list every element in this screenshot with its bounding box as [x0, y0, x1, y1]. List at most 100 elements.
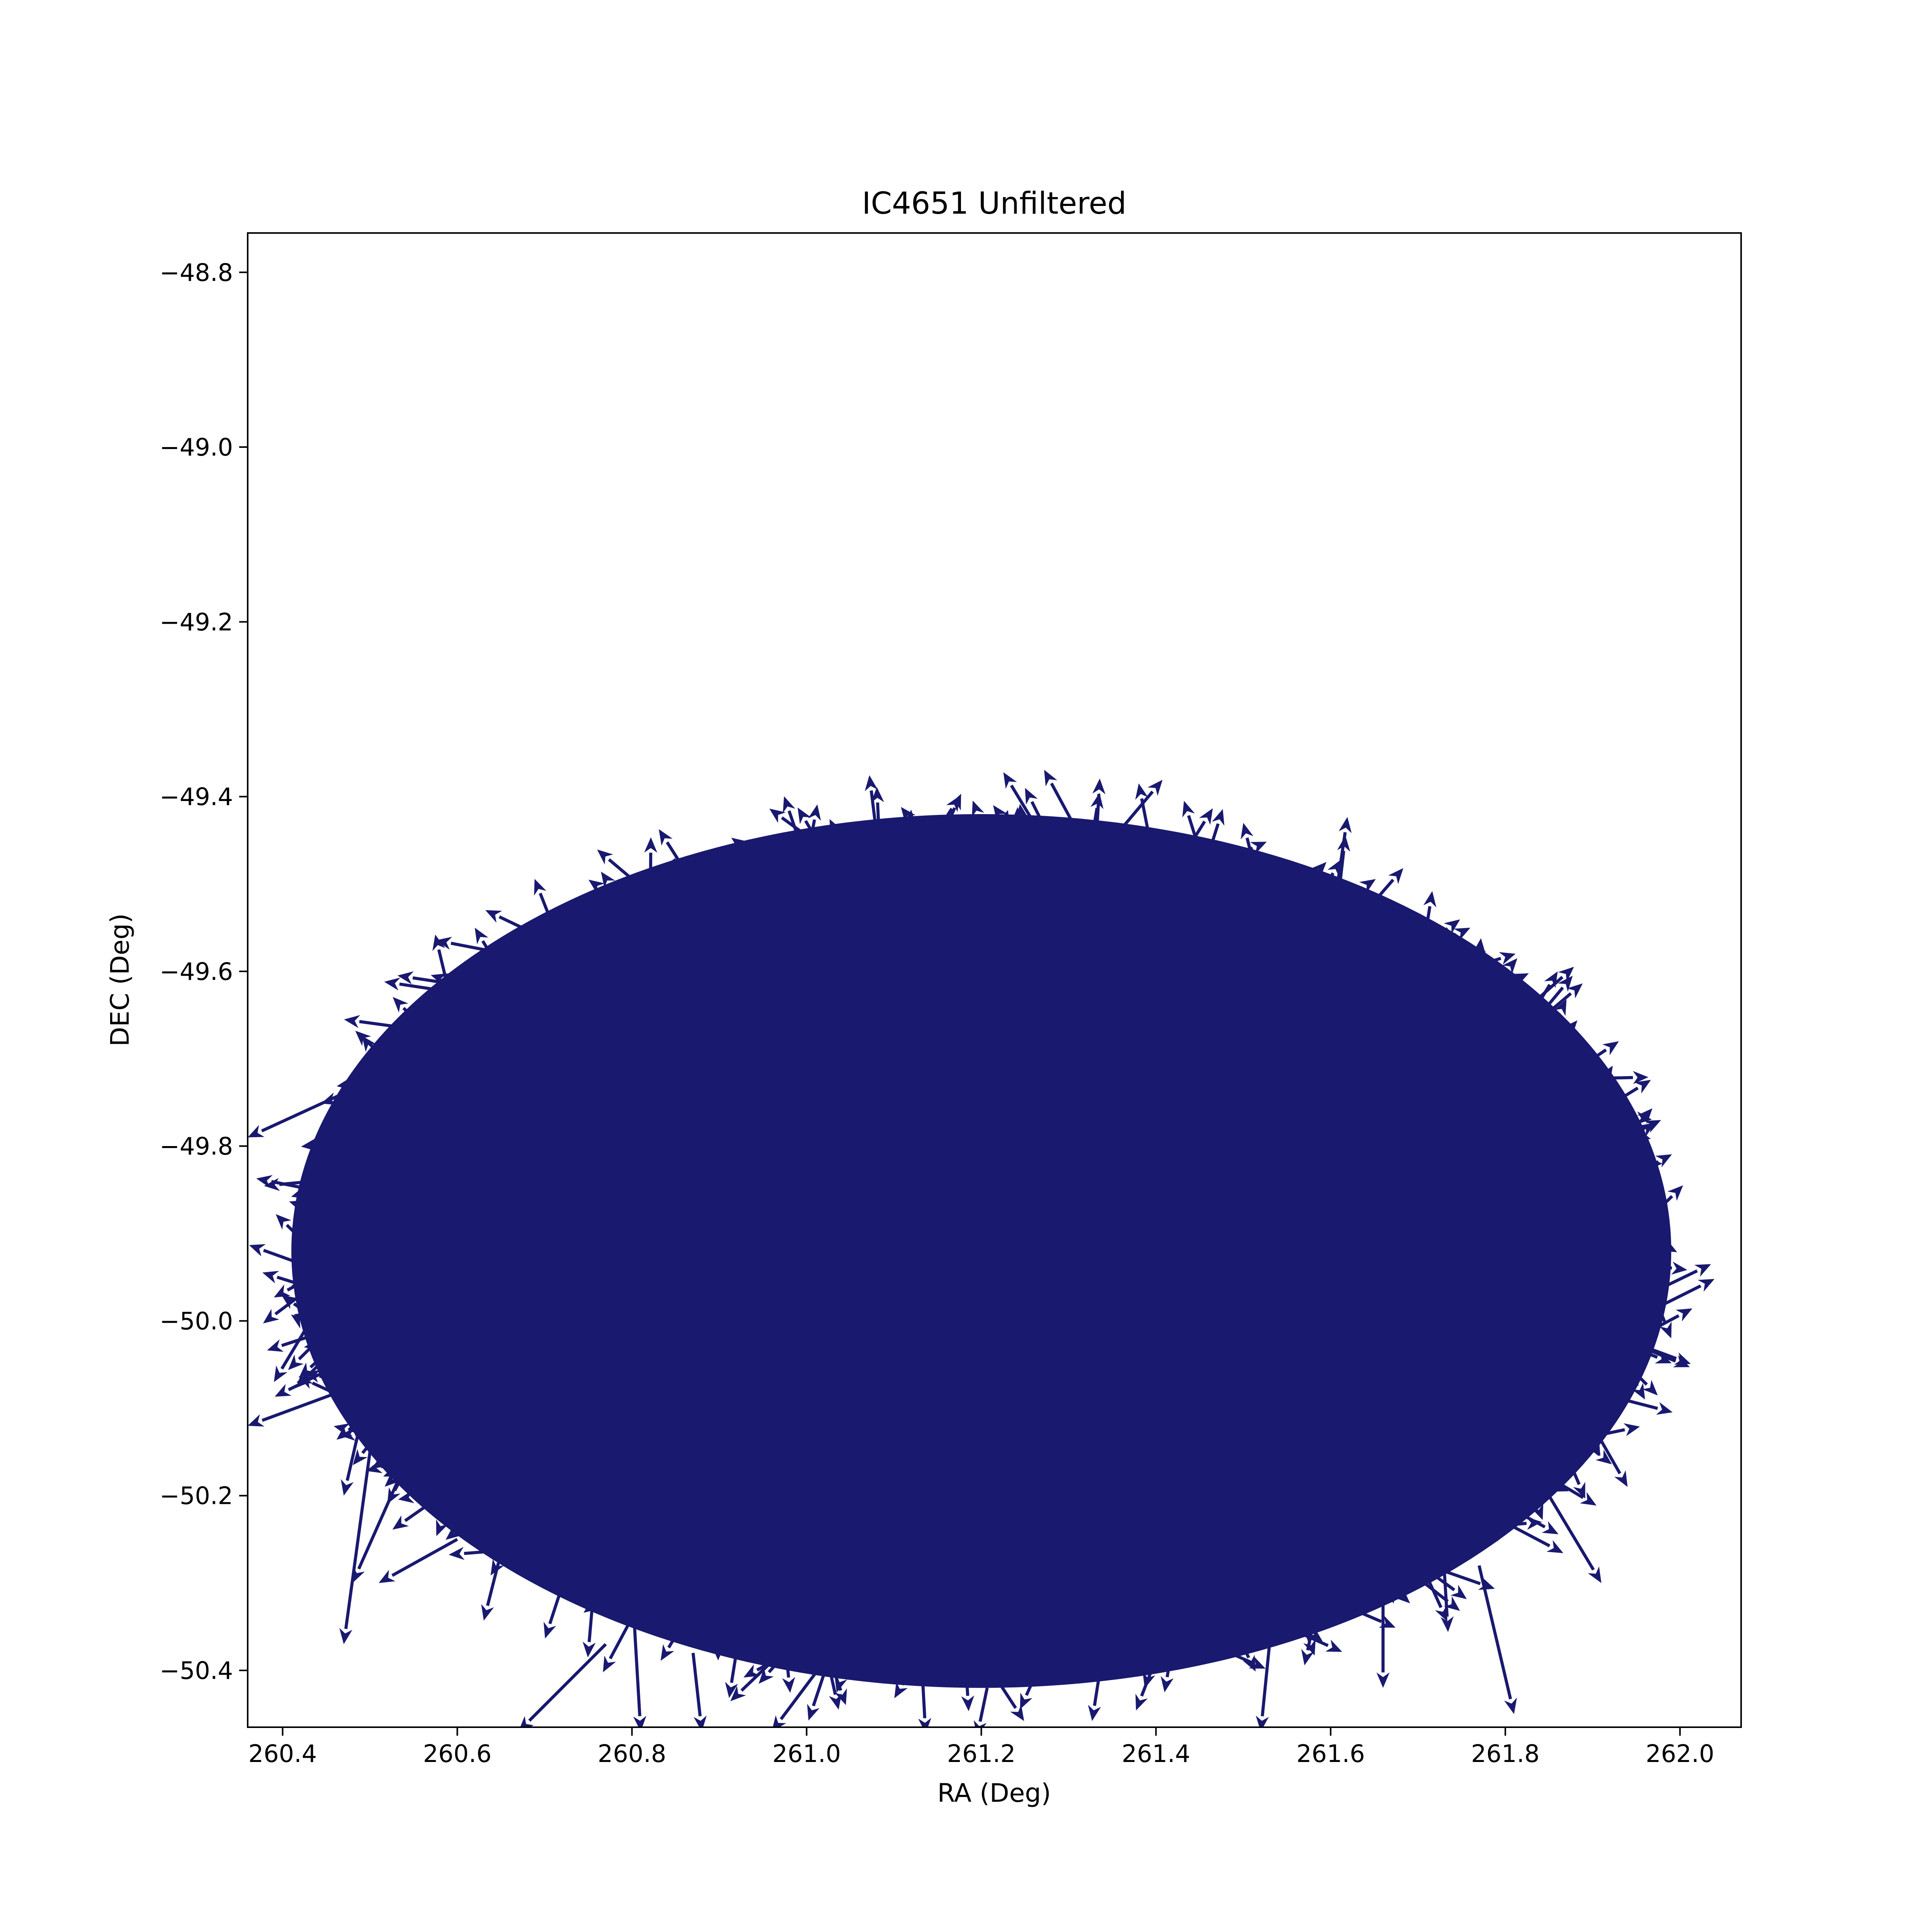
arrow-head: [1580, 1492, 1597, 1506]
arrow-shaft: [355, 1430, 392, 1436]
fringe-arrow: [582, 1610, 596, 1658]
arrow-head: [730, 1685, 746, 1701]
arrow-head: [1625, 1134, 1642, 1147]
arrow-head: [1212, 809, 1225, 826]
arrow-head: [1193, 1645, 1209, 1661]
fringe-arrow: [918, 1685, 932, 1727]
arrow-shaft: [932, 808, 953, 838]
fringe-arrow: [972, 800, 985, 825]
arrow-shaft: [1661, 1284, 1702, 1307]
x-tick-label: 260.4: [248, 1740, 317, 1768]
fringe-arrow: [338, 1103, 352, 1123]
arrow-shaft: [456, 1520, 469, 1532]
fringe-arrow: [782, 1660, 795, 1693]
arrow-head: [534, 879, 546, 896]
arrow-shaft: [1464, 958, 1474, 967]
arrow-shaft: [345, 1381, 372, 1481]
fringe-arrow: [1630, 1345, 1672, 1364]
arrow-shaft: [1530, 984, 1551, 1016]
arrow-head: [1453, 927, 1471, 940]
arrow-shaft: [1187, 1641, 1198, 1652]
arrow-head: [1512, 973, 1529, 986]
arrow-shaft: [1213, 1644, 1252, 1664]
fringe-arrow: [446, 1520, 469, 1540]
arrow-shaft: [1241, 1645, 1250, 1658]
arrow-shaft: [287, 1370, 326, 1391]
arrow-shaft: [344, 1116, 350, 1123]
arrow-head: [1631, 1383, 1645, 1400]
outlier-arrow: [772, 1626, 852, 1727]
arrow-head: [798, 807, 811, 824]
arrow-head: [769, 808, 786, 823]
arrow-head: [1588, 1566, 1602, 1583]
fringe-arrow: [588, 879, 606, 894]
arrow-head: [973, 1720, 987, 1727]
arrow-head: [248, 1125, 265, 1138]
outlier-arrow: [352, 1425, 424, 1583]
fringe-arrow: [894, 1668, 913, 1698]
fringe-arrow: [264, 1178, 322, 1191]
fringe-arrow: [903, 810, 917, 832]
arrow-shaft: [1662, 1195, 1673, 1206]
arrow-head: [371, 1455, 388, 1469]
arrow-head: [658, 829, 673, 846]
arrow-shaft: [1591, 1425, 1621, 1475]
arrow-shaft: [1624, 1362, 1648, 1386]
arrow-shaft: [1165, 1670, 1170, 1678]
arrow-shaft: [1630, 1345, 1658, 1359]
fringe-arrow: [586, 897, 609, 910]
fringe-arrow: [1295, 1629, 1342, 1652]
arrow-head: [429, 1495, 446, 1508]
fringe-arrow: [731, 837, 763, 862]
y-tick-label: −48.8: [160, 259, 233, 287]
arrow-head: [1003, 772, 1017, 789]
outlier-arrow: [274, 1294, 328, 1382]
arrow-shaft: [1020, 819, 1025, 828]
arrow-shaft: [1050, 782, 1075, 824]
arrow-head: [1423, 891, 1437, 908]
y-tick-label: −50.4: [160, 1656, 233, 1685]
arrow-head: [1502, 958, 1517, 975]
arrow-shaft: [1528, 1485, 1539, 1506]
arrow-shaft: [493, 1527, 502, 1534]
arrow-shaft: [274, 1293, 303, 1316]
arrow-shaft: [309, 1345, 335, 1369]
arrow-head: [743, 1664, 760, 1678]
fringe-arrow: [299, 1345, 335, 1378]
arrow-head: [894, 1681, 908, 1698]
arrow-head: [289, 1200, 306, 1213]
fringe-arrow: [393, 997, 426, 1031]
arrow-head: [353, 1449, 368, 1465]
arrow-head: [586, 897, 603, 910]
arrow-shaft: [1548, 1495, 1595, 1571]
arrow-head: [1359, 879, 1376, 893]
arrow-head: [1697, 1279, 1715, 1292]
x-tick-label: 260.8: [598, 1740, 667, 1768]
fringe-arrow: [301, 1138, 335, 1151]
arrow-head: [295, 1372, 311, 1388]
arrow-head: [262, 1271, 279, 1284]
arrow-head: [1240, 823, 1253, 840]
arrow-head: [387, 1035, 404, 1048]
arrow-head: [341, 1479, 354, 1496]
arrow-shaft: [756, 1648, 795, 1672]
arrow-shaft: [1510, 978, 1516, 983]
arrow-head: [1147, 780, 1163, 796]
arrow-shaft: [395, 1455, 419, 1478]
arrow-head: [1647, 1157, 1663, 1170]
y-axis: −48.8 −49.0 −49.2 −49.4 −49.6 −49.8 −50.0 −50.2…: [160, 259, 248, 1685]
arrow-shaft: [907, 825, 912, 832]
arrow-head: [248, 1414, 265, 1427]
fringe-arrow: [1624, 1362, 1658, 1396]
arrow-shaft: [1140, 1671, 1153, 1697]
arrow-head: [808, 804, 821, 821]
arrow-head: [1199, 808, 1213, 825]
arrow-head: [1450, 1585, 1467, 1599]
x-tick-label: 261.4: [1122, 1740, 1190, 1768]
arrow-shaft: [978, 1687, 989, 1722]
arrow-shaft: [1636, 1182, 1647, 1190]
arrow-head: [1327, 859, 1341, 877]
arrow-shaft: [1584, 1427, 1595, 1443]
fringe-arrow: [1641, 1344, 1691, 1365]
